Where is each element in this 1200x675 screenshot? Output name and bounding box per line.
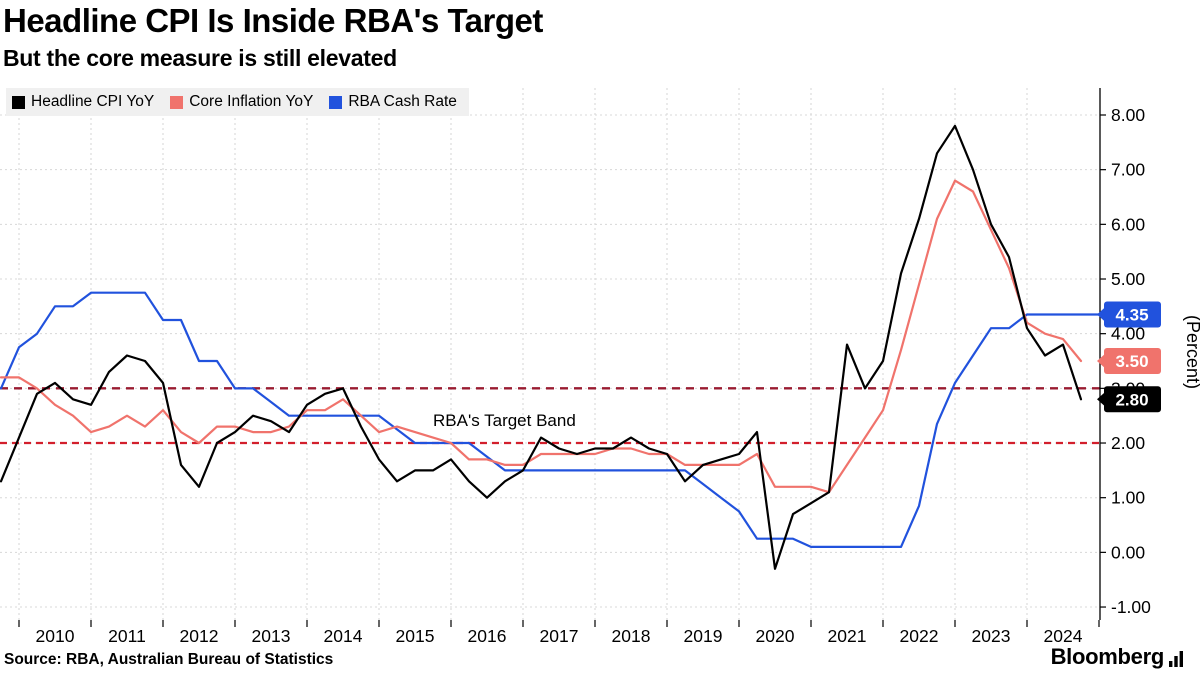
y-tick-label: 2.00 [1111,433,1145,453]
x-tick-label: 2010 [36,626,75,646]
x-tick-label: 2024 [1044,626,1083,646]
legend-item-1: Headline CPI YoY [12,93,154,111]
legend: Headline CPI YoY Core Inflation YoY RBA Ca… [6,88,469,116]
target-band-annotation: RBA's Target Band [433,411,576,430]
x-tick-label: 2011 [108,626,146,646]
end-label-box [1104,301,1161,328]
end-label-pointer [1097,391,1106,408]
legend-label: Core Inflation YoY [189,93,314,110]
y-axis-title: (Percent) [1183,315,1200,389]
y-tick-label: 0.00 [1111,542,1145,562]
legend-item-2: Core Inflation YoY [170,93,313,111]
end-label-value: 2.80 [1115,390,1148,409]
end-label-box [1104,348,1161,375]
x-tick-label: 2023 [972,626,1011,646]
x-tick-label: 2012 [180,626,219,646]
legend-swatch [12,95,25,109]
legend-label: RBA Cash Rate [348,93,457,110]
chart-subtitle: But the core measure is still elevated [3,45,397,71]
x-tick-label: 2022 [900,626,939,646]
end-label-box [1104,386,1161,413]
bloomberg-wordmark: Bloomberg [1050,644,1165,669]
y-tick-label: 6.00 [1111,214,1145,234]
end-label-pointer [1097,353,1106,370]
bloomberg-chart-icon [1169,651,1183,667]
y-tick-label: 4.00 [1111,324,1145,344]
y-tick-label: 7.00 [1111,160,1145,180]
end-label-value: 3.50 [1115,352,1148,371]
x-tick-label: 2020 [756,626,795,646]
series-line-core-inflation-yoy [0,179,1083,494]
end-label-pointer [1097,306,1106,323]
series-line-rba-cash-rate [0,291,1101,549]
chart-title: Headline CPI Is Inside RBA's Target [3,2,543,39]
bloomberg-logo: Bloomberg [1051,644,1184,670]
x-tick-label: 2017 [540,626,579,646]
legend-label: Headline CPI YoY [31,93,155,110]
x-tick-label: 2021 [828,626,867,646]
x-tick-label: 2018 [612,626,651,646]
x-tick-label: 2014 [324,626,363,646]
x-tick-label: 2019 [684,626,723,646]
x-tick-label: 2016 [468,626,507,646]
source-note: Source: RBA, Australian Bureau of Statis… [4,651,334,668]
legend-swatch [170,95,184,109]
y-tick-label: -1.00 [1111,597,1151,617]
legend-swatch [329,95,343,109]
y-tick-label: 1.00 [1111,488,1145,508]
legend-item-3: RBA Cash Rate [329,93,457,111]
end-label-value: 4.35 [1115,306,1148,325]
x-tick-label: 2015 [396,626,435,646]
y-tick-label: 5.00 [1111,269,1145,289]
series-line-headline-cpi-yoy [0,124,1083,570]
y-tick-label: 8.00 [1111,105,1145,125]
x-tick-label: 2013 [252,626,291,646]
